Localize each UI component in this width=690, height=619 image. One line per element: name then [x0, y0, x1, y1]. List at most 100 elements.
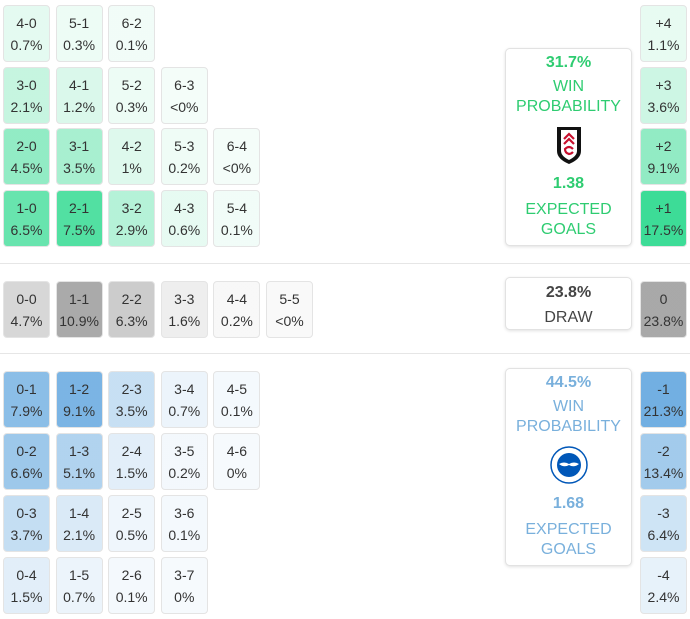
score-cell-pct: 1%: [121, 160, 142, 176]
score-cell: 2-0 4.5%: [3, 128, 50, 185]
score-cell-pct: 0.5%: [115, 527, 148, 543]
margin-cell-label: +3: [655, 77, 672, 93]
score-cell: 2-6 0.1%: [108, 557, 156, 614]
score-cell-label: 2-2: [121, 291, 142, 307]
score-cell-pct: 7.5%: [63, 222, 96, 238]
score-cell-pct: 0.3%: [63, 37, 96, 53]
margin-cell-label: -2: [657, 443, 670, 459]
score-cell: 2-3 3.5%: [108, 371, 156, 428]
margin-cell-pct: 2.4%: [647, 589, 680, 605]
expected-label: EXPECTED: [525, 521, 612, 538]
score-cell-pct: 7.9%: [10, 403, 43, 419]
margin-cell: +1 17.5%: [640, 190, 687, 247]
score-cell-pct: 2.1%: [10, 99, 43, 115]
score-cell-label: 2-1: [68, 200, 90, 216]
home-xg: 1.38: [552, 175, 585, 192]
score-cell-pct: 6.3%: [115, 313, 148, 329]
score-cell-label: 0-4: [16, 567, 37, 583]
score-cell-label: 4-0: [16, 15, 37, 31]
score-cell: 0-3 3.7%: [3, 495, 50, 552]
score-cell: 3-7 0%: [160, 557, 208, 614]
score-cell-pct: 1.2%: [63, 99, 96, 115]
score-cell-pct: 4.5%: [10, 160, 43, 176]
score-cell-label: 5-2: [121, 77, 142, 93]
score-cell-label: 1-3: [68, 443, 90, 459]
score-cell-pct: 0.6%: [168, 222, 201, 238]
win-label: WIN: [552, 398, 585, 415]
score-cell-label: 4-3: [174, 200, 195, 216]
score-cell: 3-0 2.1%: [3, 67, 50, 124]
score-cell-pct: 0%: [226, 465, 247, 481]
margin-cell: -2 13.4%: [640, 433, 687, 490]
score-cell: 4-0 0.7%: [3, 5, 50, 62]
score-cell: 2-5 0.5%: [108, 495, 156, 552]
score-cell-label: 0-2: [16, 443, 37, 459]
score-cell: 5-2 0.3%: [108, 67, 156, 124]
score-cell-pct: <0%: [275, 313, 304, 329]
score-cell-pct: 3.5%: [63, 160, 96, 176]
score-cell-pct: 0.7%: [63, 589, 96, 605]
score-cell: 5-3 0.2%: [160, 128, 208, 185]
fulham-crest-icon: [556, 127, 581, 164]
score-cell-pct: 1.5%: [10, 589, 43, 605]
draw-pct: 23.8%: [545, 284, 592, 301]
margin-cell-label: -4: [657, 567, 670, 583]
margin-cell-label: -1: [657, 381, 670, 397]
margin-cell-label: +4: [655, 15, 672, 31]
score-cell: 1-3 5.1%: [55, 433, 103, 490]
draw-label: DRAW: [544, 309, 593, 326]
margin-cell-label: +2: [655, 138, 672, 154]
score-cell: 0-4 1.5%: [3, 557, 50, 614]
score-cell-pct: 0.1%: [168, 527, 201, 543]
score-cell: 1-0 6.5%: [3, 190, 50, 247]
score-cell-label: 5-3: [174, 138, 195, 154]
score-cell-label: 5-5: [279, 291, 300, 307]
score-cell-label: 6-3: [174, 77, 195, 93]
score-cell: 5-1 0.3%: [55, 5, 103, 62]
score-cell-label: 2-4: [121, 443, 142, 459]
home-win-pct: 31.7%: [545, 54, 592, 71]
score-cell: 1-5 0.7%: [55, 557, 103, 614]
score-cell: 5-4 0.1%: [213, 190, 261, 247]
score-cell: 3-6 0.1%: [160, 495, 208, 552]
margin-cell-label: 0: [659, 291, 668, 307]
score-cell-label: 6-2: [121, 15, 142, 31]
score-cell-label: 0-1: [16, 381, 37, 397]
score-cell: 4-1 1.2%: [55, 67, 103, 124]
probability-label: PROBABILITY: [516, 418, 621, 435]
score-cell-label: 2-0: [16, 138, 37, 154]
score-cell-pct: 0.7%: [168, 403, 201, 419]
score-cell-pct: 0.2%: [168, 160, 201, 176]
score-cell: 1-4 2.1%: [55, 495, 103, 552]
score-cell-pct: 0.2%: [220, 313, 253, 329]
score-cell-label: 3-4: [174, 381, 195, 397]
brighton-crest-icon: [549, 446, 588, 484]
score-cell-label: 0-0: [16, 291, 37, 307]
away-win-pct: 44.5%: [545, 374, 592, 391]
score-cell-label: 4-6: [226, 443, 247, 459]
score-cell-label: 4-4: [226, 291, 247, 307]
score-cell: 0-0 4.7%: [3, 281, 50, 338]
margin-cell-pct: 23.8%: [643, 313, 684, 329]
score-cell-pct: 0%: [174, 589, 195, 605]
margin-cell: -1 21.3%: [640, 371, 687, 428]
score-cell: 6-2 0.1%: [108, 5, 156, 62]
score-cell: 1-1 10.9%: [55, 281, 103, 338]
score-cell-label: 5-4: [226, 200, 247, 216]
margin-cell-label: -3: [657, 505, 670, 521]
score-cell: 2-1 7.5%: [55, 190, 103, 247]
score-cell: 3-5 0.2%: [160, 433, 208, 490]
score-cell-label: 1-4: [68, 505, 90, 521]
divider: [0, 263, 690, 264]
score-cell-label: 1-1: [68, 291, 90, 307]
score-cell-pct: 4.7%: [10, 313, 43, 329]
score-cell-label: 3-5: [174, 443, 195, 459]
margin-cell-pct: 6.4%: [647, 527, 680, 543]
score-cell-pct: 1.5%: [115, 465, 148, 481]
score-cell-pct: 9.1%: [63, 403, 96, 419]
score-cell-label: 3-0: [16, 77, 37, 93]
win-label: WIN: [552, 78, 585, 95]
score-cell-label: 1-0: [16, 200, 37, 216]
score-cell-label: 4-5: [226, 381, 247, 397]
away-win-card: 44.5% WIN PROBABILITY 1.68 EXPECTED GOAL…: [505, 368, 632, 566]
